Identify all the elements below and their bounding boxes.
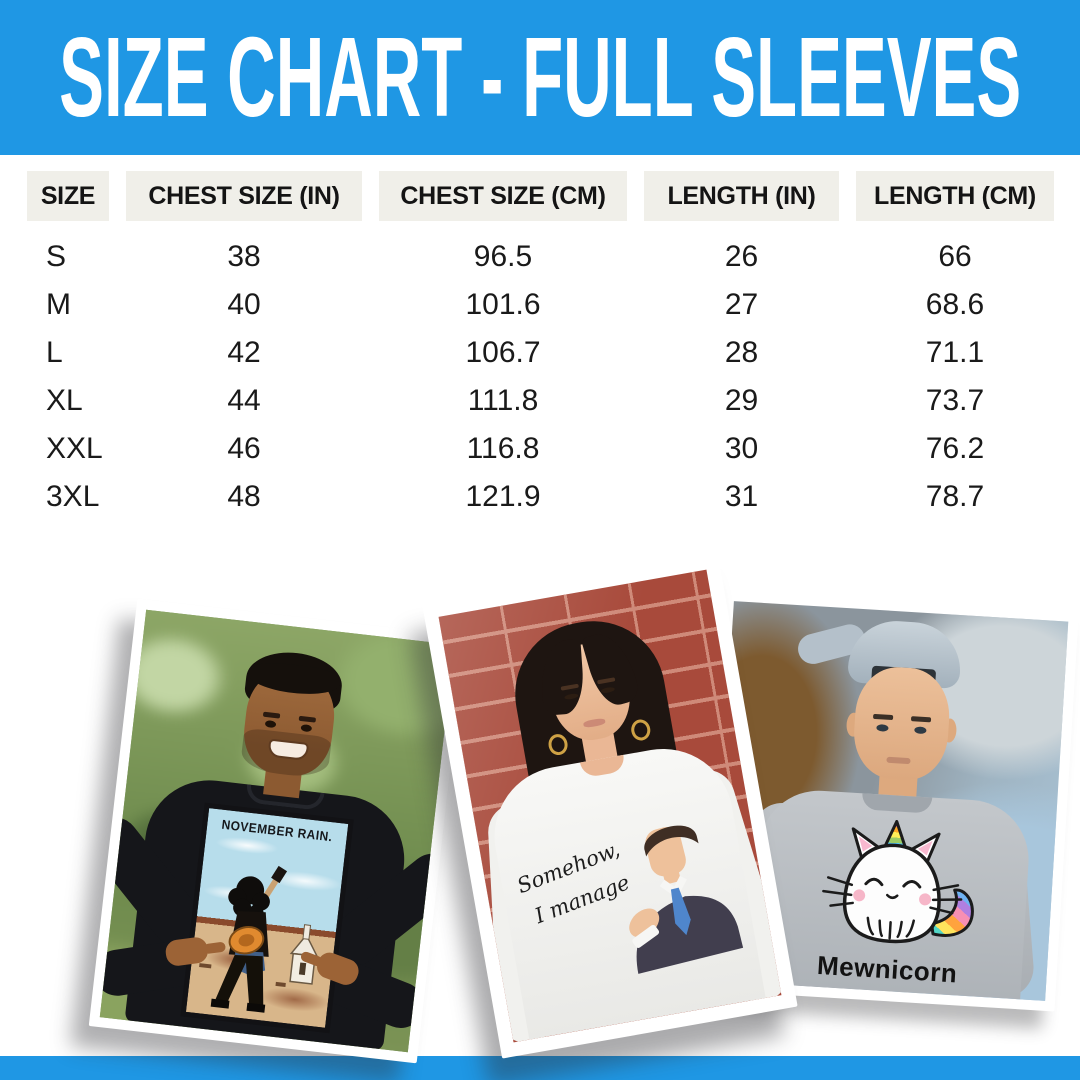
cell-chest-in: 42 bbox=[227, 336, 261, 369]
table-body: S 38 96.5 26 66 M 40 101.6 27 68.6 L 42 … bbox=[27, 233, 1054, 521]
photo-somehow-i-manage-tee: Somehow, I manage bbox=[422, 553, 798, 1059]
somehow-i-manage-print: Somehow, I manage bbox=[504, 803, 752, 1011]
cell-length-in: 26 bbox=[724, 240, 759, 273]
cell-chest-cm: 106.7 bbox=[465, 336, 541, 369]
cat-unicorn-illustration bbox=[821, 819, 974, 944]
page-title: SIZE CHART - FULL SLEEVES bbox=[58, 13, 1022, 141]
cell-length-cm: 68.6 bbox=[925, 288, 985, 321]
cell-length-cm: 66 bbox=[938, 240, 972, 273]
cell-size: S bbox=[46, 240, 67, 273]
photo-november-rain-tee: NOVEMBER RAIN. bbox=[88, 598, 466, 1064]
column-header-length-in: LENGTH (IN) bbox=[644, 171, 839, 221]
guitarist-illustration bbox=[199, 865, 319, 1013]
table-row: M 40 101.6 27 68.6 bbox=[27, 281, 1054, 329]
column-header-chest-cm: CHEST SIZE (CM) bbox=[379, 171, 627, 221]
table-row: S 38 96.5 26 66 bbox=[27, 233, 1054, 281]
cell-chest-cm: 96.5 bbox=[473, 240, 533, 273]
photo-mewnicorn-tee: Mewnicorn bbox=[700, 590, 1079, 1012]
column-header-chest-in: CHEST SIZE (IN) bbox=[126, 171, 362, 221]
cell-size: XL bbox=[46, 384, 83, 417]
print-title-text: NOVEMBER RAIN. bbox=[220, 816, 334, 845]
cell-length-cm: 73.7 bbox=[925, 384, 985, 417]
cell-chest-in: 46 bbox=[227, 432, 261, 465]
table-row: L 42 106.7 28 71.1 bbox=[27, 329, 1054, 377]
cell-chest-cm: 101.6 bbox=[465, 288, 541, 321]
cell-length-cm: 78.7 bbox=[925, 480, 985, 513]
cell-chest-in: 40 bbox=[227, 288, 261, 321]
cell-length-in: 30 bbox=[724, 432, 759, 465]
cell-size: 3XL bbox=[46, 480, 100, 513]
cell-chest-in: 48 bbox=[227, 480, 261, 513]
cell-chest-cm: 121.9 bbox=[465, 480, 541, 513]
cell-size: L bbox=[46, 336, 63, 369]
november-rain-print: NOVEMBER RAIN. bbox=[180, 802, 354, 1034]
size-table: SIZE CHEST SIZE (IN) CHEST SIZE (CM) LEN… bbox=[27, 171, 1054, 521]
cell-length-cm: 76.2 bbox=[925, 432, 985, 465]
mewnicorn-print: Mewnicorn bbox=[799, 814, 984, 996]
cell-chest-cm: 111.8 bbox=[467, 384, 539, 417]
print-title-text: Mewnicorn bbox=[816, 949, 959, 989]
cell-length-in: 31 bbox=[724, 480, 759, 513]
table-row: XXL 46 116.8 30 76.2 bbox=[27, 425, 1054, 473]
male-model-face bbox=[851, 664, 953, 783]
cell-length-in: 27 bbox=[724, 288, 759, 321]
cell-size: XXL bbox=[46, 432, 103, 465]
office-character-illustration bbox=[629, 825, 744, 974]
cell-chest-in: 38 bbox=[227, 240, 261, 273]
cell-length-in: 28 bbox=[724, 336, 759, 369]
cell-length-cm: 71.1 bbox=[925, 336, 985, 369]
table-row: XL 44 111.8 29 73.7 bbox=[27, 377, 1054, 425]
cell-chest-in: 44 bbox=[227, 384, 261, 417]
column-header-length-cm: LENGTH (CM) bbox=[856, 171, 1054, 221]
cell-chest-cm: 116.8 bbox=[466, 432, 540, 465]
banner: SIZE CHART - FULL SLEEVES bbox=[0, 0, 1080, 155]
table-header-row: SIZE CHEST SIZE (IN) CHEST SIZE (CM) LEN… bbox=[27, 171, 1054, 221]
bottom-accent-bar bbox=[0, 1056, 1080, 1080]
cell-size: M bbox=[46, 288, 71, 321]
table-row: 3XL 48 121.9 31 78.7 bbox=[27, 473, 1054, 521]
cell-length-in: 29 bbox=[724, 384, 759, 417]
column-header-size: SIZE bbox=[27, 171, 109, 221]
